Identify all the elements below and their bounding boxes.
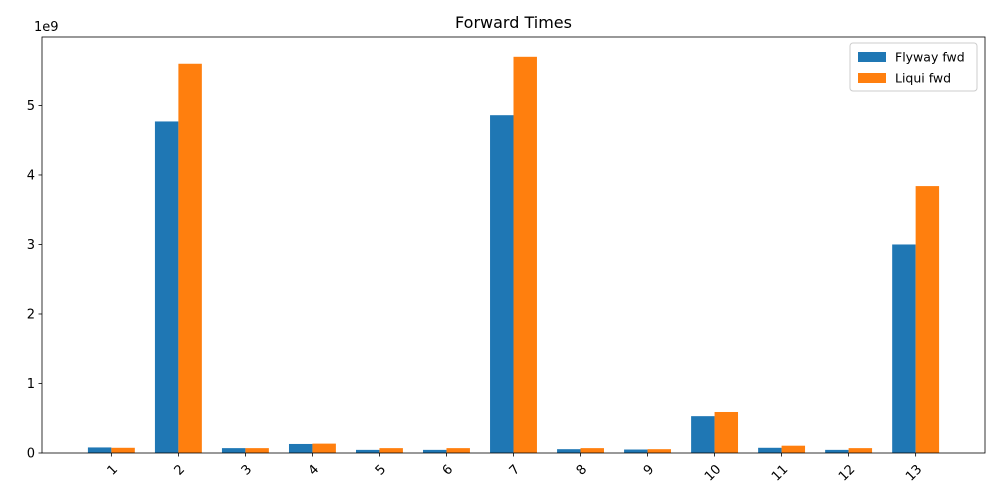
bars-group xyxy=(87,56,940,454)
x-tick-label: 8 xyxy=(574,462,590,478)
bar-flyway-9 xyxy=(624,449,648,453)
x-tick-label: 12 xyxy=(836,462,858,484)
bar-liqui-10 xyxy=(714,411,739,453)
bar-flyway-5 xyxy=(355,449,380,453)
bar-flyway-7 xyxy=(490,115,514,453)
x-tick-label: 11 xyxy=(769,462,791,484)
bar-liqui-2 xyxy=(178,63,202,454)
bar-liqui-11 xyxy=(781,445,806,453)
bar-liqui-12 xyxy=(848,448,873,453)
bar-liqui-9 xyxy=(647,449,672,453)
bar-flyway-6 xyxy=(423,449,447,453)
bar-flyway-3 xyxy=(221,448,246,453)
x-tick-label: 6 xyxy=(440,462,456,478)
legend: Flyway fwd Liqui fwd xyxy=(849,42,978,92)
bar-liqui-4 xyxy=(312,443,336,453)
y-tick-label: 2 xyxy=(27,307,35,322)
bar-liqui-7 xyxy=(513,56,537,454)
y-tick-label: 3 xyxy=(27,238,35,253)
bar-flyway-8 xyxy=(557,449,581,453)
y-tick-label: 1 xyxy=(27,377,35,392)
bar-flyway-10 xyxy=(691,416,715,453)
y-tick-label: 5 xyxy=(27,99,35,114)
bar-flyway-13 xyxy=(892,244,916,453)
x-tick-label: 7 xyxy=(507,462,523,478)
x-tick-label: 4 xyxy=(306,462,322,478)
bar-flyway-4 xyxy=(288,443,313,453)
chart-title: Forward Times xyxy=(455,13,572,32)
bar-liqui-1 xyxy=(111,447,135,453)
bar-liqui-6 xyxy=(446,448,470,453)
x-tick-label: 5 xyxy=(373,462,389,478)
bar-liqui-8 xyxy=(580,448,604,453)
y-tick-label: 4 xyxy=(27,168,35,183)
legend-swatch-liqui xyxy=(858,73,886,83)
bar-flyway-1 xyxy=(87,447,112,453)
bar-flyway-12 xyxy=(825,449,849,453)
bar-liqui-13 xyxy=(915,186,940,454)
x-tick-label: 9 xyxy=(641,462,657,478)
legend-swatch-flyway xyxy=(858,52,886,62)
y-axis-offset-label: 1e9 xyxy=(34,20,59,35)
legend-label-liqui: Liqui fwd xyxy=(895,71,951,86)
bar-liqui-3 xyxy=(245,448,269,453)
bar-flyway-11 xyxy=(758,447,782,453)
y-tick-label: 0 xyxy=(27,447,35,462)
x-tick-label: 13 xyxy=(903,462,925,484)
bar-flyway-2 xyxy=(154,121,179,454)
legend-label-flyway: Flyway fwd xyxy=(895,50,965,65)
x-tick-label: 1 xyxy=(105,462,121,478)
x-tick-label: 10 xyxy=(702,462,724,484)
x-tick-label: 3 xyxy=(239,462,255,478)
x-tick-label: 2 xyxy=(172,462,188,478)
bar-liqui-5 xyxy=(379,448,403,453)
